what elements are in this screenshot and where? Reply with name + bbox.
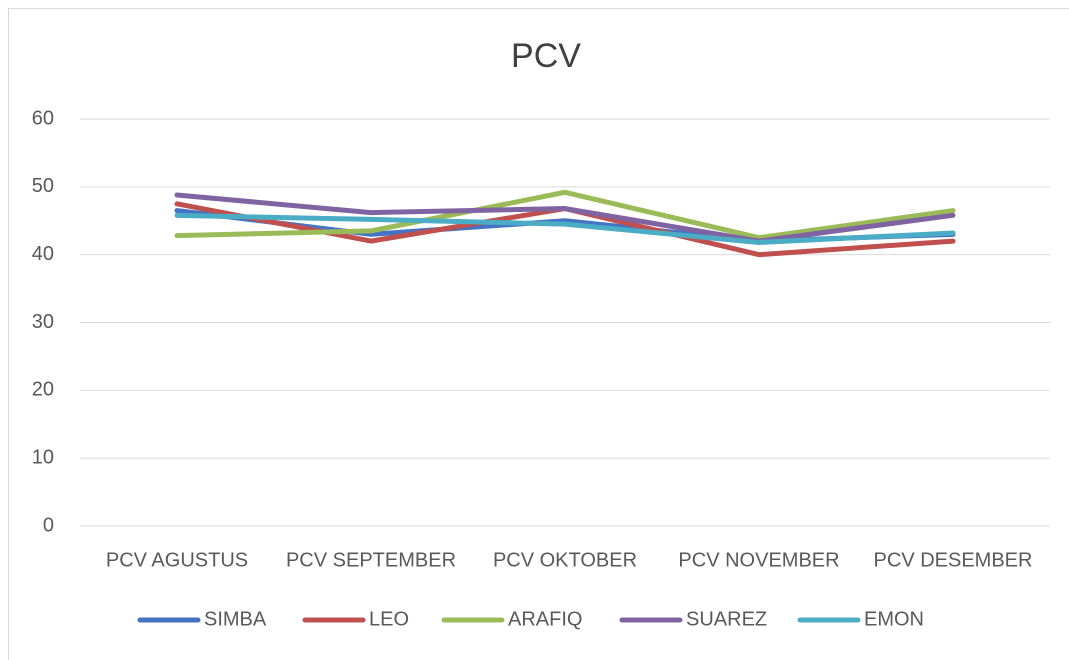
legend-label: ARAFIQ bbox=[508, 608, 582, 630]
y-tick-label: 10 bbox=[32, 446, 54, 468]
legend-label: EMON bbox=[864, 608, 924, 630]
chart-frame bbox=[8, 8, 1069, 660]
y-tick-label: 20 bbox=[32, 379, 54, 401]
y-tick-label: 50 bbox=[32, 175, 54, 197]
x-tick-label: PCV NOVEMBER bbox=[678, 549, 839, 571]
series-line bbox=[174, 212, 956, 245]
legend-label: SIMBA bbox=[204, 608, 267, 630]
legend-label: SUAREZ bbox=[686, 608, 767, 630]
y-tick-label: 30 bbox=[32, 311, 54, 333]
y-tick-label: 0 bbox=[43, 514, 54, 536]
legend-label: LEO bbox=[369, 608, 409, 630]
series-line bbox=[174, 192, 956, 244]
x-tick-label: PCV AGUSTUS bbox=[106, 549, 248, 571]
y-tick-label: 60 bbox=[32, 107, 54, 129]
series-line bbox=[174, 189, 956, 241]
y-tick-label: 40 bbox=[32, 243, 54, 265]
x-tick-label: PCV SEPTEMBER bbox=[286, 549, 456, 571]
x-tick-label: PCV OKTOBER bbox=[493, 549, 637, 571]
x-tick-label: PCV DESEMBER bbox=[874, 549, 1033, 571]
chart-title: PCV bbox=[511, 37, 581, 75]
